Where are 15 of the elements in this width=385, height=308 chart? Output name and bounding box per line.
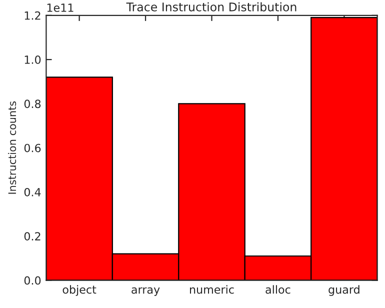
- x-tick-label: object: [62, 285, 96, 296]
- y-tick-label: 1.2: [24, 11, 40, 20]
- y-axis-title: Instruction counts: [8, 101, 16, 194]
- x-tick-label: alloc: [266, 285, 290, 294]
- y-tick-label: 0.8: [24, 100, 41, 108]
- y-tick-label: 0.6: [24, 144, 41, 152]
- x-tick-label: array: [132, 287, 160, 296]
- y-tick-label: 0.2: [24, 232, 40, 241]
- y-tick-label: 1.0: [24, 56, 41, 64]
- y-tick-label: 0.0: [24, 276, 41, 285]
- text: 1e11: [47, 4, 74, 12]
- y-tick-label: 0.4: [24, 188, 41, 196]
- chart-title: Trace Instruction Distribution: [126, 2, 296, 12]
- x-tick-label: numeric: [190, 285, 234, 294]
- x-tick-label: guard: [328, 285, 360, 296]
